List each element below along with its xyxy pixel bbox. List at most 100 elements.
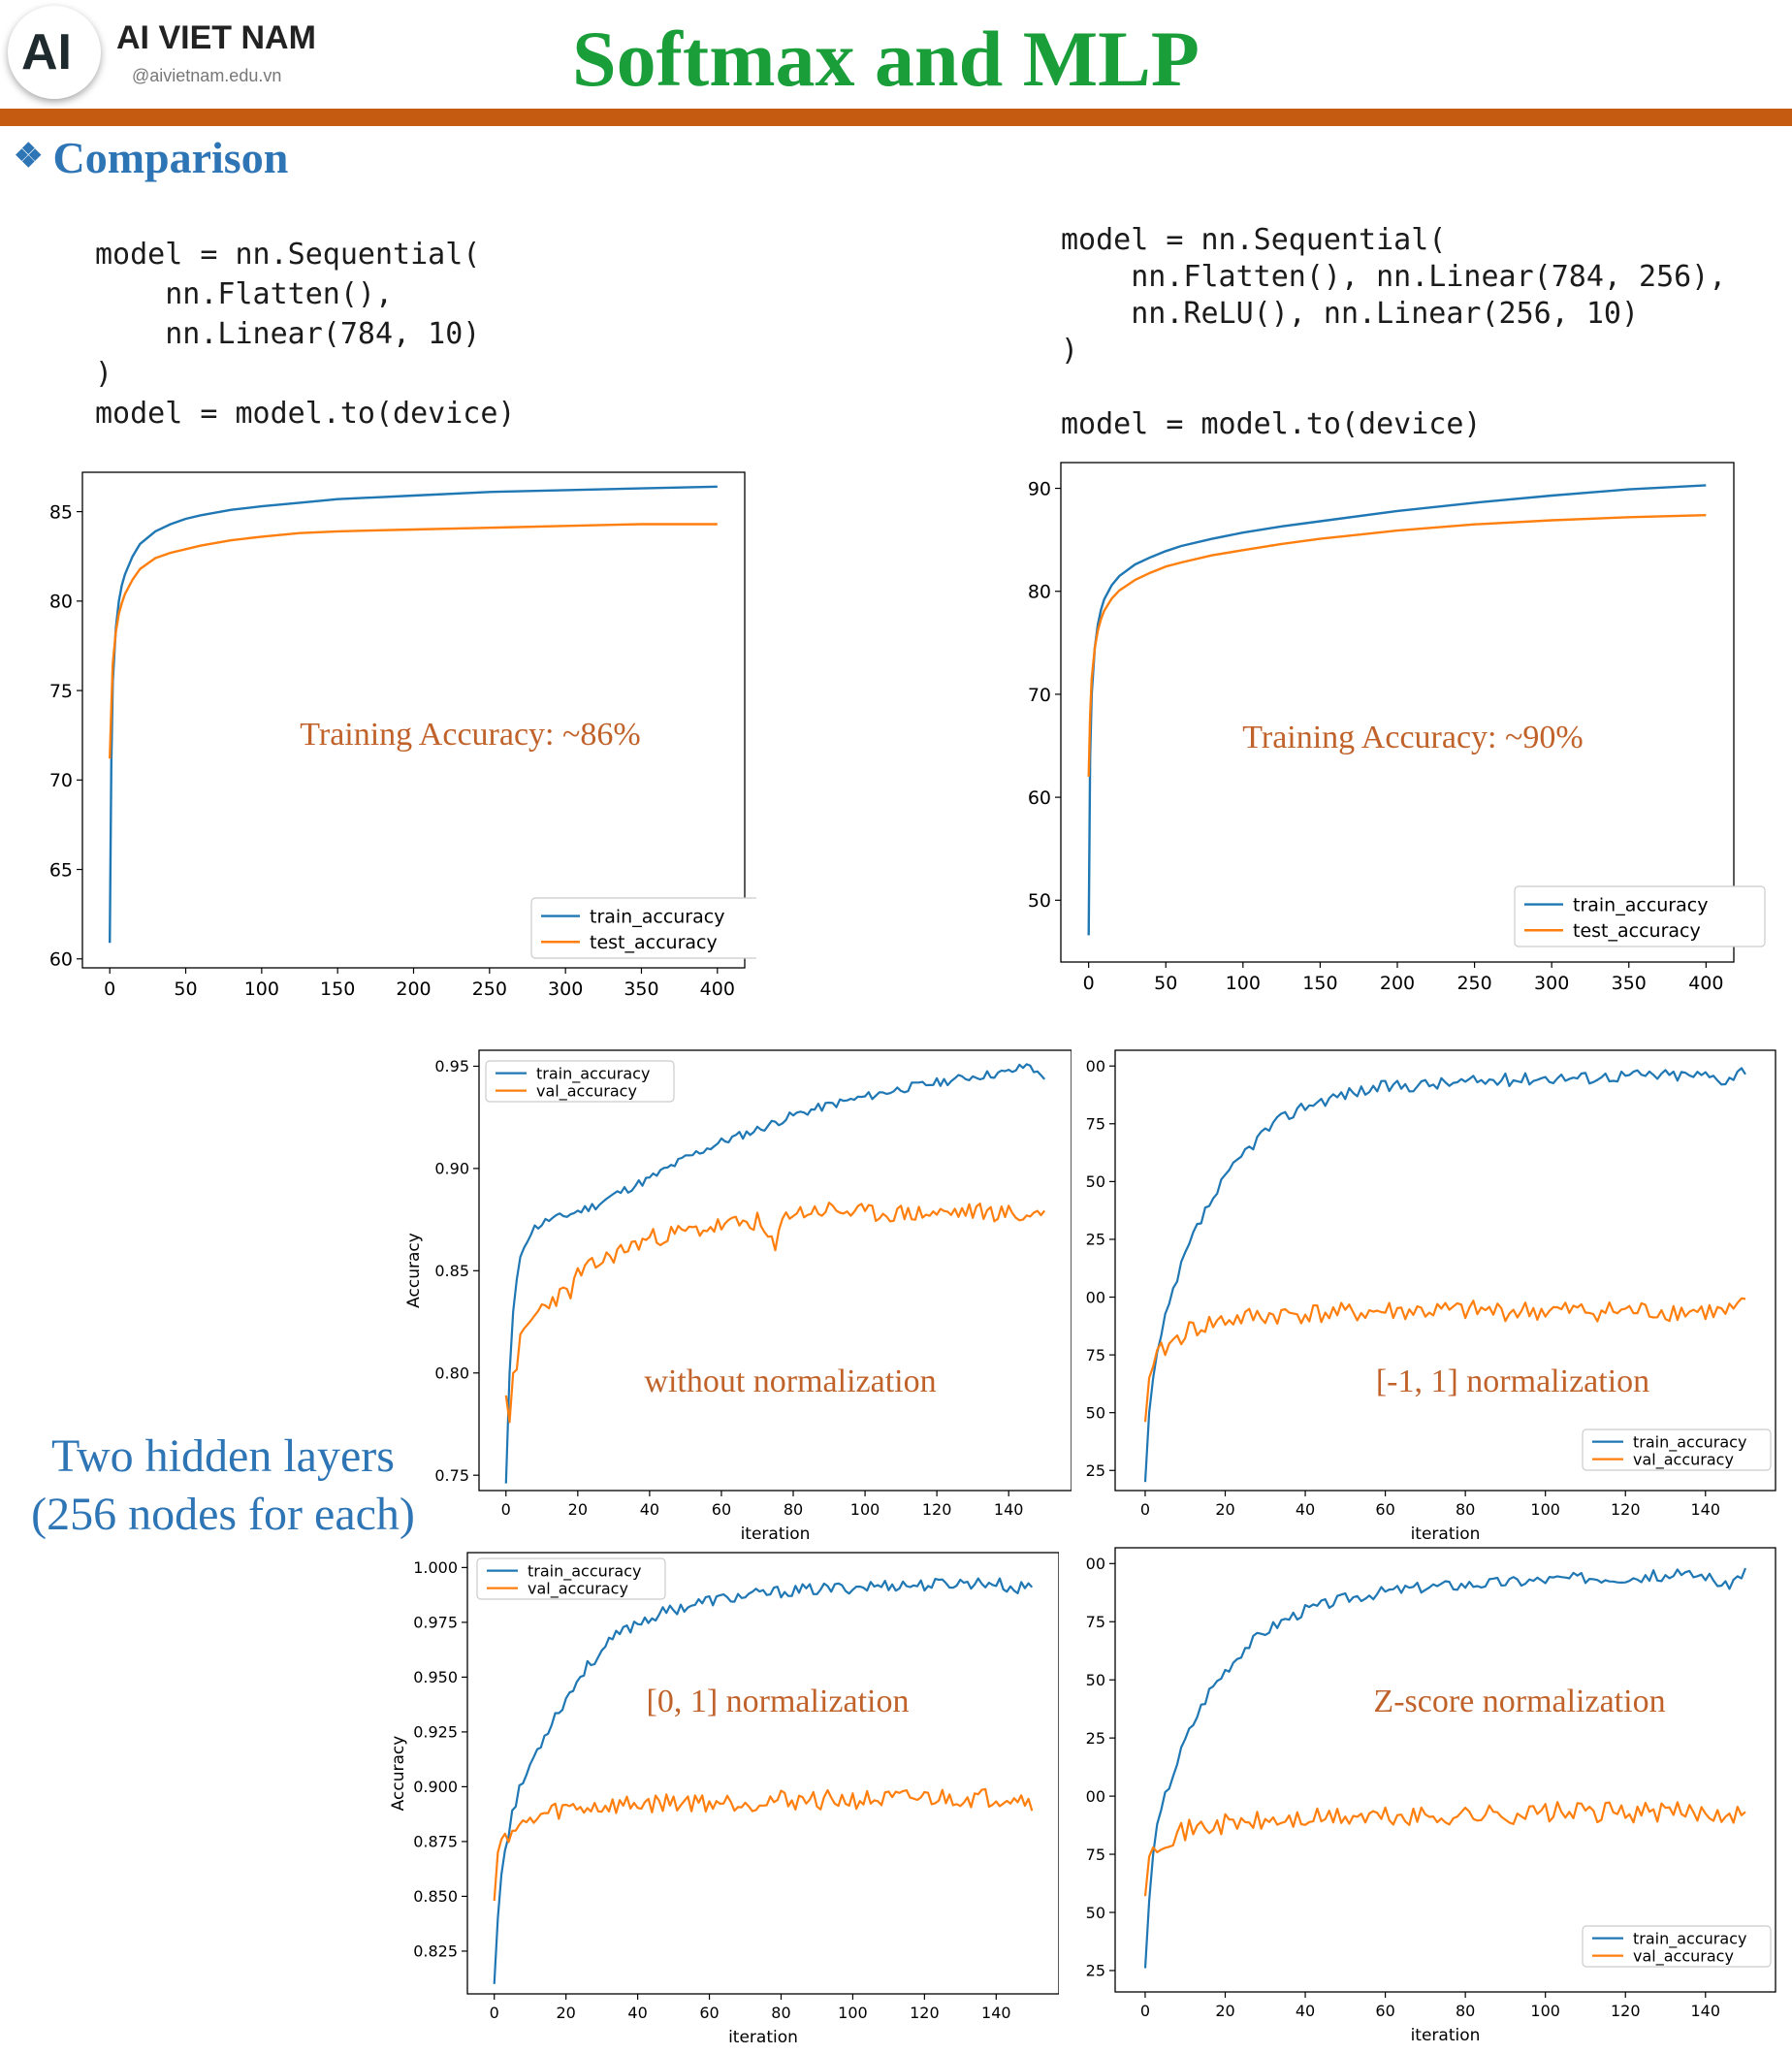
y-tick-label: 85 [49,501,73,523]
series-line-val_accuracy [1143,1297,1746,1423]
y-tick-label: 0.825 [1086,1461,1105,1480]
y-tick-label: 0.80 [434,1364,469,1383]
series-line-train_accuracy [1143,1567,1747,1969]
legend-label-val_accuracy: val_accuracy [1633,1450,1734,1469]
y-tick-label: 90 [1028,478,1051,499]
code-line: nn.Flatten(), [95,277,394,311]
x-tick-label: 60 [1375,1500,1394,1519]
code-line: nn.Flatten(), nn.Linear(784, 256), [1061,260,1727,294]
y-tick-label: 75 [49,681,73,702]
x-tick-label: 80 [1456,2002,1475,2020]
legend-box [476,1557,666,1600]
x-tick-label: 120 [922,1500,952,1519]
y-tick-label: 1.000 [413,1558,458,1577]
x-tick-label: 40 [1296,1500,1315,1519]
y-tick-label: 0.75 [434,1466,469,1485]
legend-label-test_accuracy: test_accuracy [590,932,718,953]
plot-frame [466,1552,1059,1995]
x-tick-label: 20 [556,2004,575,2022]
y-tick-label: 80 [1028,582,1051,603]
plot-frame [478,1049,1072,1492]
two-hidden-layers-label: Two hidden layers (256 nodes for each) [0,1428,446,1544]
y-tick-label: 50 [1028,890,1051,912]
legend-box [1514,885,1766,947]
chart-legend: train_accuracy test_accuracy [530,897,756,959]
y-tick-label: 0.950 [1086,1671,1105,1689]
series-line-test_accuracy [109,523,718,759]
x-tick-label: 20 [568,1500,588,1519]
x-tick-label: 140 [1690,1500,1720,1519]
y-tick-label: 0.85 [434,1262,469,1280]
x-tick-label: 120 [1611,2002,1641,2020]
y-tick-label: 0.825 [413,1942,458,1961]
x-tick-label: 250 [1456,973,1491,994]
chart-0-1-normalization: 0 20 40 60 80 100 120 140 0.825 0.850 0.875 0.900 0.… [389,1552,1059,2047]
y-tick-label: 0.950 [1086,1172,1105,1191]
side-label-line-2: (256 nodes for each) [31,1489,415,1540]
y-tick-label: 1.000 [1086,1057,1105,1075]
chart-annotation: Training Accuracy: ~86% [300,717,640,753]
x-tick-label: 200 [1380,973,1415,994]
series-line-test_accuracy [1087,514,1707,777]
x-tick-label: 100 [838,2004,868,2022]
legend-label-train_accuracy: train_accuracy [536,1064,650,1083]
legend-box [485,1060,675,1103]
y-tick-label: 60 [49,949,73,971]
x-axis-label: iteration [741,1524,811,1544]
ai-viet-nam-logo: AI [8,6,101,99]
x-tick-label: 350 [624,979,658,1000]
x-tick-label: 100 [244,979,279,1000]
code-line: model = nn.Sequential( [95,238,481,272]
code-line: ) [95,357,113,391]
y-tick-label: 0.875 [1086,1845,1105,1864]
x-tick-label: 60 [699,2004,719,2022]
x-tick-label: 100 [1530,1500,1560,1519]
legend-box [530,897,756,959]
legend-label-val_accuracy: val_accuracy [1633,1946,1734,1966]
brand-website: @aivietnam.edu.vn [132,66,282,85]
series-line-val_accuracy [504,1202,1046,1424]
x-tick-label: 300 [1534,973,1569,994]
x-tick-label: 80 [1456,1500,1475,1519]
y-tick-label: 70 [49,770,73,791]
y-tick-label: 0.900 [1086,1787,1105,1806]
y-tick-label: 0.975 [1086,1115,1105,1134]
legend-label-train_accuracy: train_accuracy [1633,1929,1746,1948]
y-tick-label: 0.975 [413,1614,458,1632]
legend-label-train_accuracy: train_accuracy [528,1561,641,1581]
x-tick-label: 0 [490,2004,499,2022]
series-line-train_accuracy [109,485,718,944]
y-tick-label: 0.900 [1086,1288,1105,1306]
x-tick-label: 50 [1154,973,1177,994]
x-tick-label: 140 [1690,2002,1720,2020]
y-tick-label: 60 [1028,787,1051,809]
series-line-train_accuracy [1087,484,1707,936]
x-tick-label: 80 [784,1500,803,1519]
x-tick-label: 40 [627,2004,647,2022]
y-tick-label: 0.925 [1086,1231,1105,1249]
x-tick-label: 400 [1688,973,1723,994]
x-tick-label: 80 [771,2004,790,2022]
code-line: nn.Linear(784, 10) [95,317,481,351]
y-tick-label: 80 [49,592,73,613]
diamond-bullet-icon: ❖ [14,139,44,175]
y-tick-label: 65 [49,859,73,881]
legend-label-train_accuracy: train_accuracy [1633,1432,1746,1452]
x-tick-label: 100 [850,1500,880,1519]
x-tick-label: 60 [1375,2002,1394,2020]
logo-mark: AI [21,24,72,80]
y-tick-label: 0.900 [413,1778,458,1796]
code-block-mlp: model = nn.Sequential( nn.Flatten(), nn.… [1061,222,1726,443]
x-tick-label: 20 [1215,2002,1234,2020]
series-line-val_accuracy [493,1787,1034,1901]
y-tick-label: 70 [1028,685,1051,706]
x-tick-label: 350 [1612,973,1647,994]
brand-name: AI VIET NAM [116,19,316,56]
header-divider-bar [0,109,1792,126]
y-tick-label: 0.925 [413,1723,458,1742]
y-tick-label: 0.925 [1086,1729,1105,1748]
section-title: Comparison [52,133,289,182]
x-tick-label: 40 [640,1500,659,1519]
